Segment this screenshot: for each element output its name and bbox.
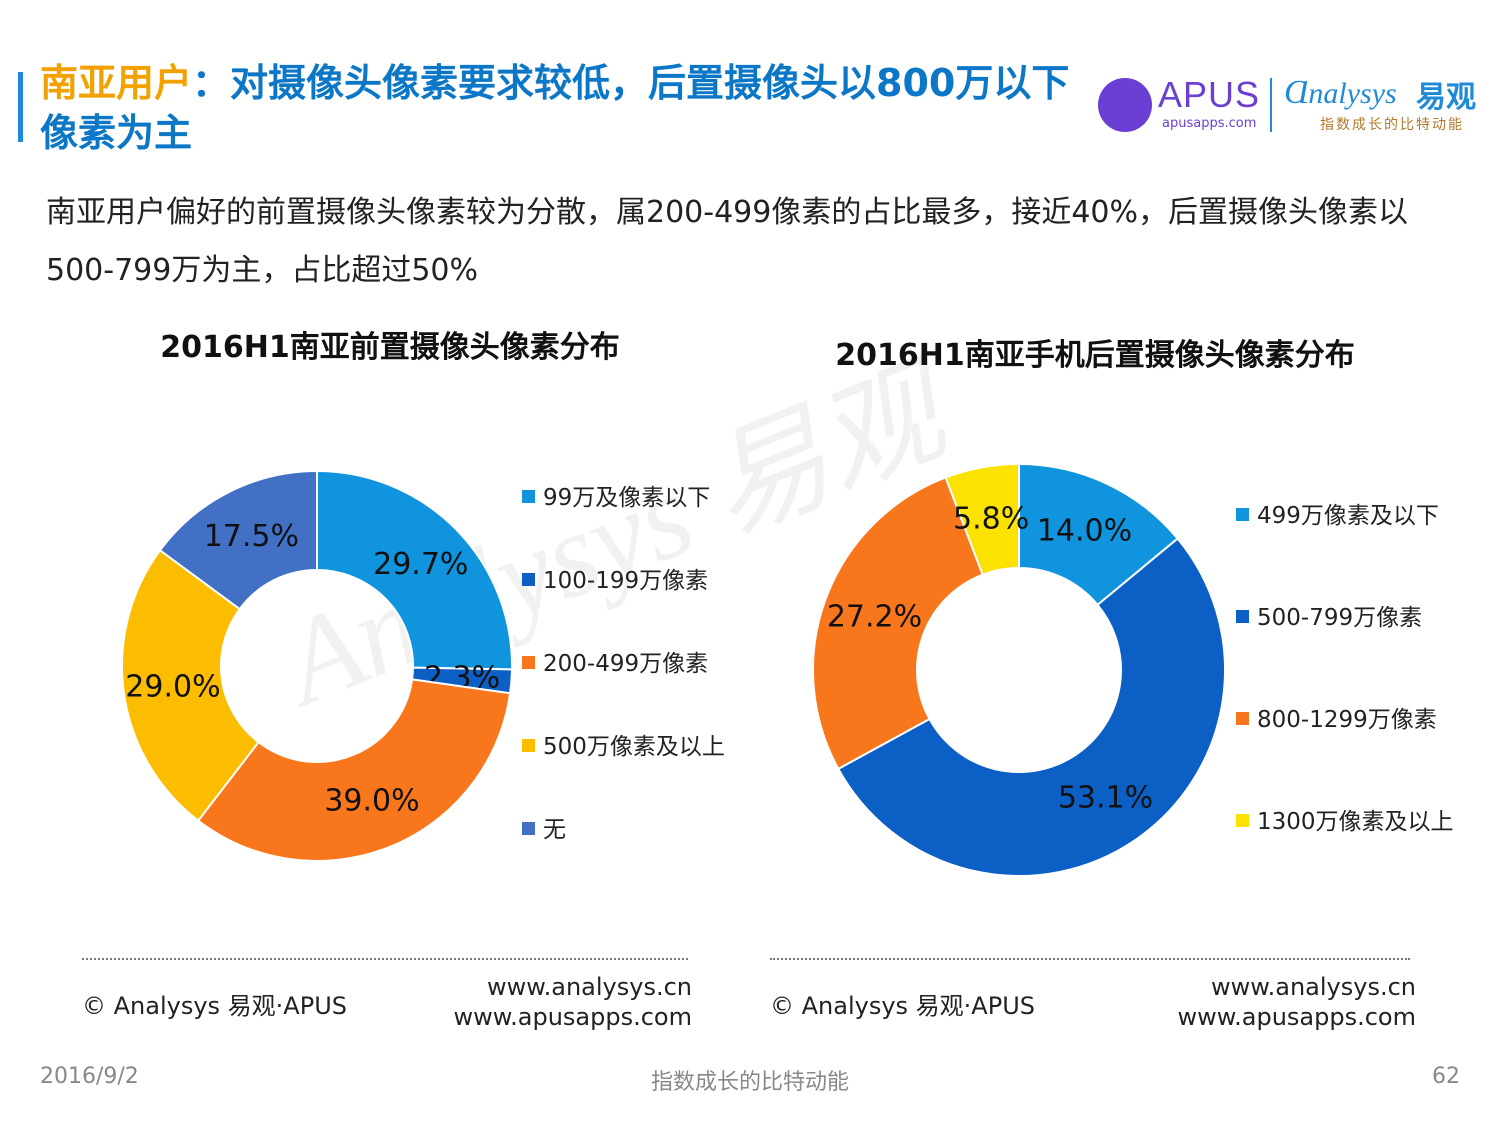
legend-swatch-front-2 [522, 656, 535, 669]
legend-swatch-front-4 [522, 822, 535, 835]
legend-label-front-4: 无 [543, 817, 566, 843]
slice-label-front-0: 29.7% [373, 547, 468, 582]
footer-divider-right [770, 958, 1410, 960]
footer-url-analysys-left[interactable]: www.analysys.cn [486, 973, 692, 1001]
title-highlight: 南亚用户 [40, 61, 193, 105]
slice-label-front-3: 29.0% [125, 669, 220, 704]
legend-item-front-0: 99万及像素以下 [522, 478, 710, 512]
analysys-logo-text: Ɑnalysys [1284, 74, 1397, 111]
footer-url-apus-right[interactable]: www.apusapps.com [1177, 1003, 1416, 1031]
legend-label-rear-3: 1300万像素及以上 [1257, 809, 1454, 835]
slice-rear-0 [1018, 462, 1180, 607]
apus-logo-icon [1098, 78, 1152, 132]
legend-swatch-front-0 [522, 490, 535, 503]
legend-swatch-rear-1 [1236, 610, 1249, 623]
slice-front-0 [316, 469, 513, 671]
slice-label-rear-1: 53.1% [1058, 780, 1153, 815]
legend-item-front-1: 100-199万像素 [522, 561, 708, 595]
slice-label-rear-2: 27.2% [827, 600, 922, 635]
logo-divider [1270, 78, 1272, 132]
page-title: 南亚用户：对摄像头像素要求较低，后置摄像头以800万以下像素为主 [40, 58, 1090, 158]
slice-front-2 [196, 678, 512, 862]
legend-item-front-4: 无 [522, 810, 566, 844]
legend-item-front-2: 200-499万像素 [522, 644, 708, 678]
chart-title-rear: 2016H1南亚手机后置摄像头像素分布 [835, 338, 1355, 373]
legend-label-rear-1: 500-799万像素 [1257, 605, 1423, 631]
slice-label-front-4: 17.5% [204, 519, 299, 554]
footer-url-apus-left[interactable]: www.apusapps.com [453, 1003, 692, 1031]
legend-swatch-front-3 [522, 739, 535, 752]
legend-label-rear-2: 800-1299万像素 [1257, 707, 1437, 733]
apus-logo-text: APUS [1158, 74, 1261, 115]
legend-item-front-3: 500万像素及以上 [522, 727, 725, 761]
legend-item-rear-1: 500-799万像素 [1236, 598, 1422, 632]
footer-divider-left [82, 958, 688, 960]
footer-copyright-right: © Analysys 易观·APUS [770, 992, 1035, 1020]
footer-urls-left: www.analysys.cn www.apusapps.com [380, 972, 692, 1032]
legend-label-rear-0: 499万像素及以下 [1257, 503, 1439, 529]
title-accent-bar [18, 72, 23, 142]
slice-rear-3 [944, 462, 1020, 576]
slice-label-rear-0: 14.0% [1037, 514, 1132, 549]
analysys-logo-a-icon: Ɑ [1284, 74, 1309, 111]
legend-swatch-rear-2 [1236, 712, 1249, 725]
analysys-logo-slogan: 指数成长的比特动能 [1320, 117, 1464, 133]
legend-label-front-2: 200-499万像素 [543, 651, 709, 677]
description: 南亚用户偏好的前置摄像头像素较为分散，属200-499像素的占比最多，接近40%… [46, 195, 1409, 288]
chart-title-front: 2016H1南亚前置摄像头像素分布 [160, 330, 620, 365]
slice-front-3 [121, 548, 260, 823]
analysys-logo-cn: 易观 [1416, 80, 1476, 115]
brand-logos: APUS apusapps.com Ɑnalysys 易观 指数成长的比特动能 [1098, 70, 1488, 140]
legend-item-rear-2: 800-1299万像素 [1236, 700, 1437, 734]
footer-url-analysys-right[interactable]: www.analysys.cn [1210, 973, 1416, 1001]
page-number: 62 [1432, 1064, 1460, 1089]
slice-label-front-2: 39.0% [324, 784, 419, 819]
footer-urls-right: www.analysys.cn www.apusapps.com [1100, 972, 1416, 1032]
legend-item-rear-3: 1300万像素及以上 [1236, 802, 1454, 836]
slice-rear-1 [836, 537, 1227, 877]
slice-label-rear-3: 5.8% [953, 502, 1029, 537]
footer-copyright-left: © Analysys 易观·APUS [82, 992, 347, 1020]
legend-swatch-front-1 [522, 573, 535, 586]
legend-label-front-0: 99万及像素以下 [543, 485, 711, 511]
title-rest: ：对摄像头像素要求较低，后置摄像头以800万以下像素为主 [40, 61, 1070, 155]
legend-swatch-rear-3 [1236, 814, 1249, 827]
page-slogan: 指数成长的比特动能 [650, 1070, 849, 1095]
page-date: 2016/9/2 [40, 1064, 139, 1089]
apus-logo-url: apusapps.com [1162, 116, 1257, 131]
legend-label-front-3: 500万像素及以上 [543, 734, 725, 760]
legend-swatch-rear-0 [1236, 508, 1249, 521]
legend-item-rear-0: 499万像素及以下 [1236, 496, 1439, 530]
legend-label-front-1: 100-199万像素 [543, 568, 709, 594]
slice-front-4 [158, 469, 318, 611]
slice-rear-2 [812, 476, 984, 771]
